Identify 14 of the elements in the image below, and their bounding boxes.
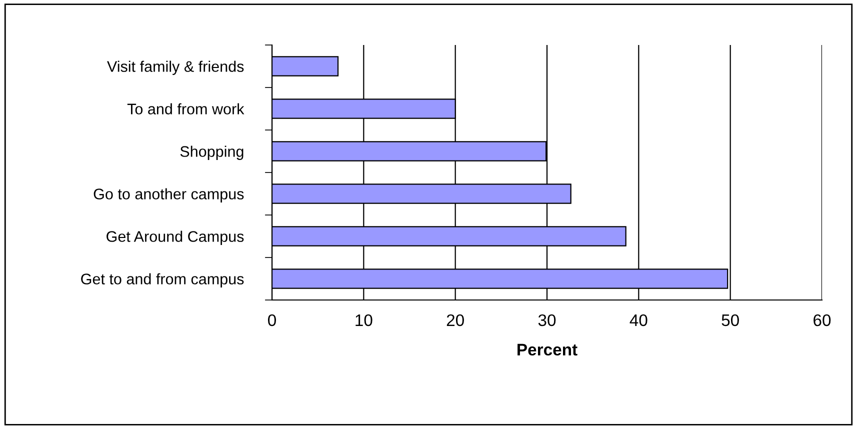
x-tick-label: 50 xyxy=(722,314,739,326)
y-tick-label: Get Around Campus xyxy=(106,230,244,245)
y-tick-label: Visit family & friends xyxy=(107,60,244,75)
y-tick-label: Go to another campus xyxy=(94,188,244,202)
x-tick-label: 0 xyxy=(268,314,276,326)
x-tick-label: 40 xyxy=(630,314,648,326)
y-tick-label: Shopping xyxy=(180,146,244,160)
x-axis-title: Percent xyxy=(518,344,578,356)
x-tick-label: 20 xyxy=(446,314,464,326)
x-tick-label: 10 xyxy=(356,314,372,326)
x-tick-label: 30 xyxy=(538,314,556,326)
y-tick-label: Get to and from campus xyxy=(81,273,244,288)
y-tick-label: To and from work xyxy=(127,103,244,114)
x-tick-label: 60 xyxy=(814,314,831,326)
